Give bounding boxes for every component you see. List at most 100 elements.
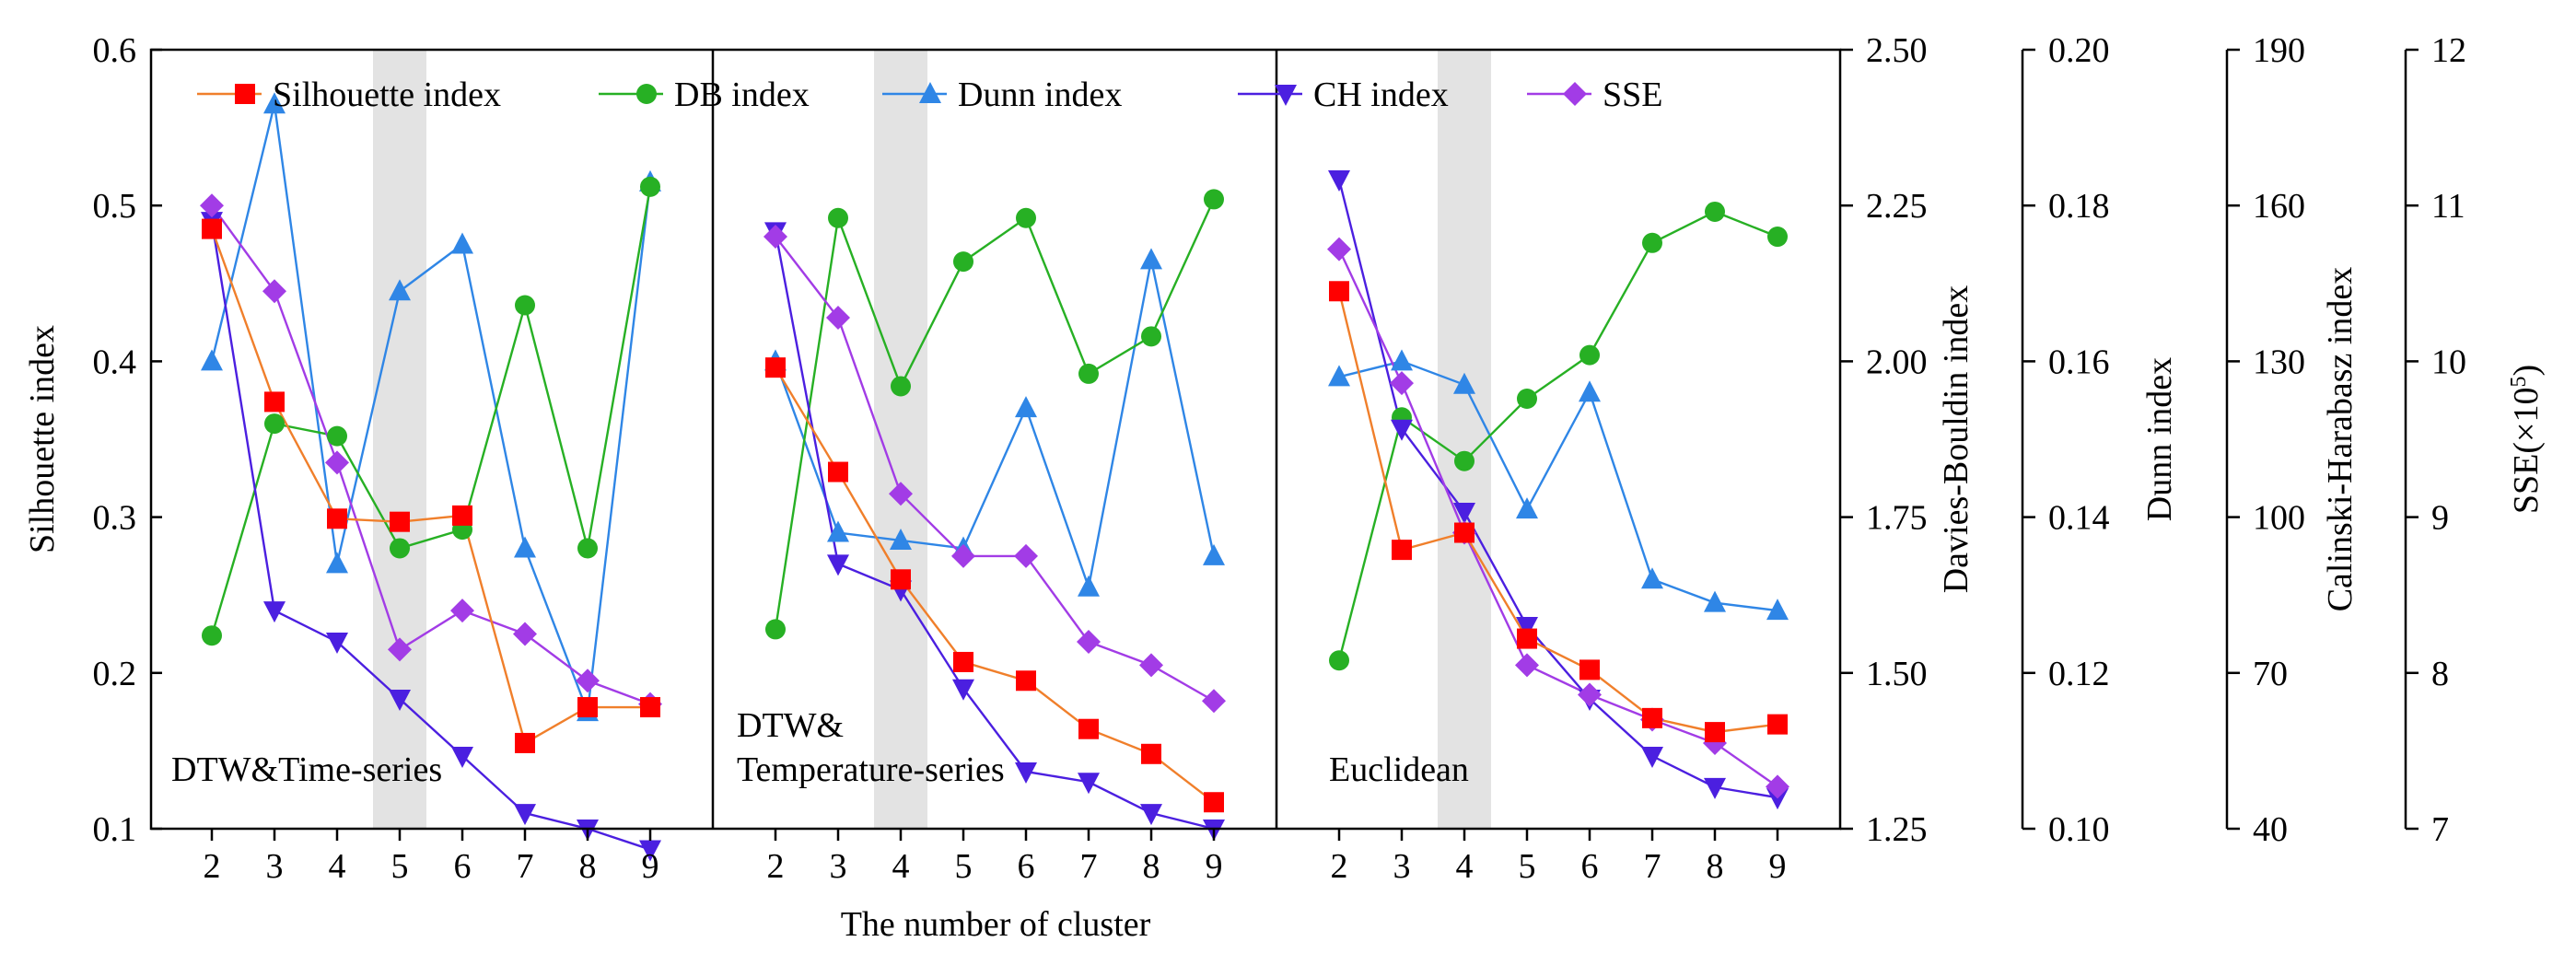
point-db <box>1454 450 1474 471</box>
axis-title-close: ) <box>2507 365 2546 377</box>
point-sse <box>200 193 224 218</box>
point-silhouette <box>264 391 285 413</box>
line-sse <box>211 204 651 705</box>
point-silhouette <box>202 218 222 239</box>
point-ch <box>1140 804 1162 826</box>
y-tick-label: 0.5 <box>93 187 137 226</box>
panel-labels: DTW&Time-series DTW&Temperature-series Euc… <box>171 706 1469 789</box>
x-tick-label: 8 <box>1143 847 1160 886</box>
y-tick-label: 0.1 <box>93 810 137 849</box>
point-db <box>640 176 660 197</box>
panel-label: Temperature-series <box>737 750 1005 789</box>
x-tick-label: 9 <box>642 847 659 886</box>
point-dunn <box>827 520 849 542</box>
legend-label-sse: SSE <box>1603 76 1662 114</box>
point-ch <box>1078 773 1100 795</box>
x-axis-title: The number of cluster <box>841 905 1151 944</box>
highlight-band <box>373 50 426 829</box>
point-db <box>1141 326 1161 347</box>
point-ch <box>1015 762 1037 784</box>
x-tick-label: 6 <box>1018 847 1035 886</box>
point-dunn <box>1516 497 1538 519</box>
point-db <box>1016 207 1036 228</box>
x-tick-label: 8 <box>579 847 597 886</box>
line-silhouette <box>774 366 1215 804</box>
point-ch <box>639 840 661 862</box>
legend-marker-db <box>636 84 657 104</box>
x-tick-label: 6 <box>454 847 472 886</box>
y-tick-label: 0.4 <box>93 343 137 381</box>
point-silhouette <box>953 651 973 672</box>
point-ch <box>1766 788 1789 810</box>
point-dunn <box>451 232 473 254</box>
point-ch <box>1453 502 1475 524</box>
tick-label-ch: 70 <box>2253 655 2288 693</box>
point-dunn <box>1641 567 1663 589</box>
tick-label-sse: 11 <box>2431 187 2465 226</box>
point-sse <box>513 622 537 646</box>
x-tick-label: 3 <box>830 847 847 886</box>
line-dunn <box>774 260 1216 592</box>
line-ch <box>210 220 651 851</box>
point-ch <box>1391 419 1413 441</box>
y-tick-label: 0.2 <box>93 655 137 693</box>
point-dunn <box>514 536 536 558</box>
point-silhouette <box>390 511 410 532</box>
y-tick-label: 0.3 <box>93 499 137 538</box>
point-silhouette <box>327 508 347 529</box>
panel-label: DTW& <box>737 706 844 745</box>
point-ch <box>1516 617 1538 639</box>
point-silhouette <box>1141 743 1161 764</box>
x-tick-label: 7 <box>1080 847 1098 886</box>
x-tick-label: 2 <box>1331 847 1348 886</box>
point-db <box>1642 232 1662 253</box>
point-sse <box>1202 689 1226 714</box>
point-db <box>1517 389 1537 410</box>
point-silhouette <box>1517 628 1537 649</box>
point-dunn <box>389 279 411 301</box>
point-dunn <box>1203 543 1225 565</box>
point-dunn <box>1328 365 1350 387</box>
point-dunn <box>1078 575 1100 597</box>
tick-label-dunn: 0.16 <box>2048 343 2110 381</box>
tick-label-db: 2.00 <box>1866 343 1928 381</box>
x-tick-label: 5 <box>391 847 409 886</box>
x-tick-label: 7 <box>1644 847 1661 886</box>
point-silhouette <box>1454 522 1474 543</box>
tick-label-db: 1.50 <box>1866 655 1928 693</box>
line-db <box>774 198 1216 630</box>
point-silhouette <box>765 357 786 378</box>
point-db <box>953 251 973 273</box>
line-dunn <box>1338 360 1778 612</box>
legend-marker-dunn <box>919 82 941 103</box>
plot-frame <box>149 48 1842 831</box>
point-silhouette <box>1579 659 1600 680</box>
axis-title-superscript: 5 <box>2507 377 2531 388</box>
point-sse <box>1515 653 1539 678</box>
point-ch <box>952 679 974 701</box>
tick-label-ch: 100 <box>2253 499 2305 538</box>
point-db <box>1078 363 1099 384</box>
panel-label: Euclidean <box>1329 750 1469 789</box>
point-db <box>327 425 347 447</box>
axes: 0.1 0.2 0.3 0.4 0.5 0.6 Silhouette index 2 3 4 5 6 7… <box>23 31 2546 944</box>
legend-label-dunn: Dunn index <box>958 76 1122 114</box>
point-db <box>264 413 285 435</box>
x-tick-label: 2 <box>767 847 785 886</box>
legend-marker-ch <box>1275 85 1297 106</box>
tick-label-sse: 10 <box>2431 343 2466 381</box>
point-sse <box>576 669 600 693</box>
highlight-band <box>1438 50 1491 829</box>
point-dunn <box>1453 372 1475 394</box>
point-silhouette <box>452 505 472 526</box>
point-ch <box>1704 777 1726 799</box>
point-dunn <box>1579 380 1601 402</box>
y-tick-label: 0.6 <box>93 31 137 70</box>
x-tick-label: 2 <box>204 847 221 886</box>
line-sse <box>775 236 1215 703</box>
point-sse <box>325 450 349 475</box>
tick-label-dunn: 0.18 <box>2048 187 2110 226</box>
point-dunn <box>1704 590 1726 612</box>
x-tick-label: 5 <box>955 847 973 886</box>
point-db <box>1204 189 1224 210</box>
